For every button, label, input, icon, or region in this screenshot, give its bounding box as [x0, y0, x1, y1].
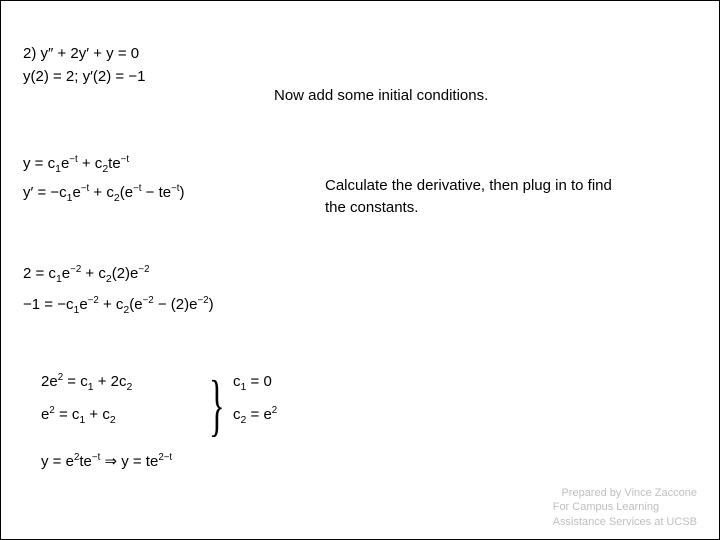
problem-statement: 2) y″ + 2y′ + y = 0 y(2) = 2; y′(2) = −1 — [23, 43, 145, 88]
plugged-equations: 2 = c1e−2 + c2(2)e−2 −1 = −c1e−2 + c2(e−… — [23, 263, 214, 316]
gensol-line1: y = c1e−t + c2te−t — [23, 153, 184, 176]
const-line1: c1 = 0 — [233, 371, 277, 394]
footer-org: For Campus Learning Assistance Services … — [553, 500, 697, 530]
problem-line1: 2) y″ + 2y′ + y = 0 — [23, 43, 145, 66]
curly-brace-icon: } — [209, 371, 225, 439]
simplified-system: 2e2 = c1 + 2c2 e2 = c1 + c2 — [41, 371, 132, 426]
plugged-line1: 2 = c1e−2 + c2(2)e−2 — [23, 263, 214, 286]
general-solution: y = c1e−t + c2te−t y′ = −c1e−t + c2(e−t … — [23, 153, 184, 204]
simpl-line1: 2e2 = c1 + 2c2 — [41, 371, 132, 394]
problem-line2: y(2) = 2; y′(2) = −1 — [23, 66, 145, 89]
solved-constants: c1 = 0 c2 = e2 — [233, 371, 277, 426]
gensol-line2: y′ = −c1e−t + c2(e−t − te−t) — [23, 182, 184, 205]
footer-author: Prepared by Vince Zaccone — [561, 486, 697, 501]
annotation-initial-conditions: Now add some initial conditions. — [274, 85, 594, 107]
simpl-line2: e2 = c1 + c2 — [41, 404, 132, 427]
plugged-line2: −1 = −c1e−2 + c2(e−2 − (2)e−2) — [23, 294, 214, 317]
const-line2: c2 = e2 — [233, 404, 277, 427]
final-answer: y = e2te−t ⇒ y = te2−t — [41, 451, 172, 474]
annotation-derivative: Calculate the derivative, then plug in t… — [325, 175, 625, 219]
